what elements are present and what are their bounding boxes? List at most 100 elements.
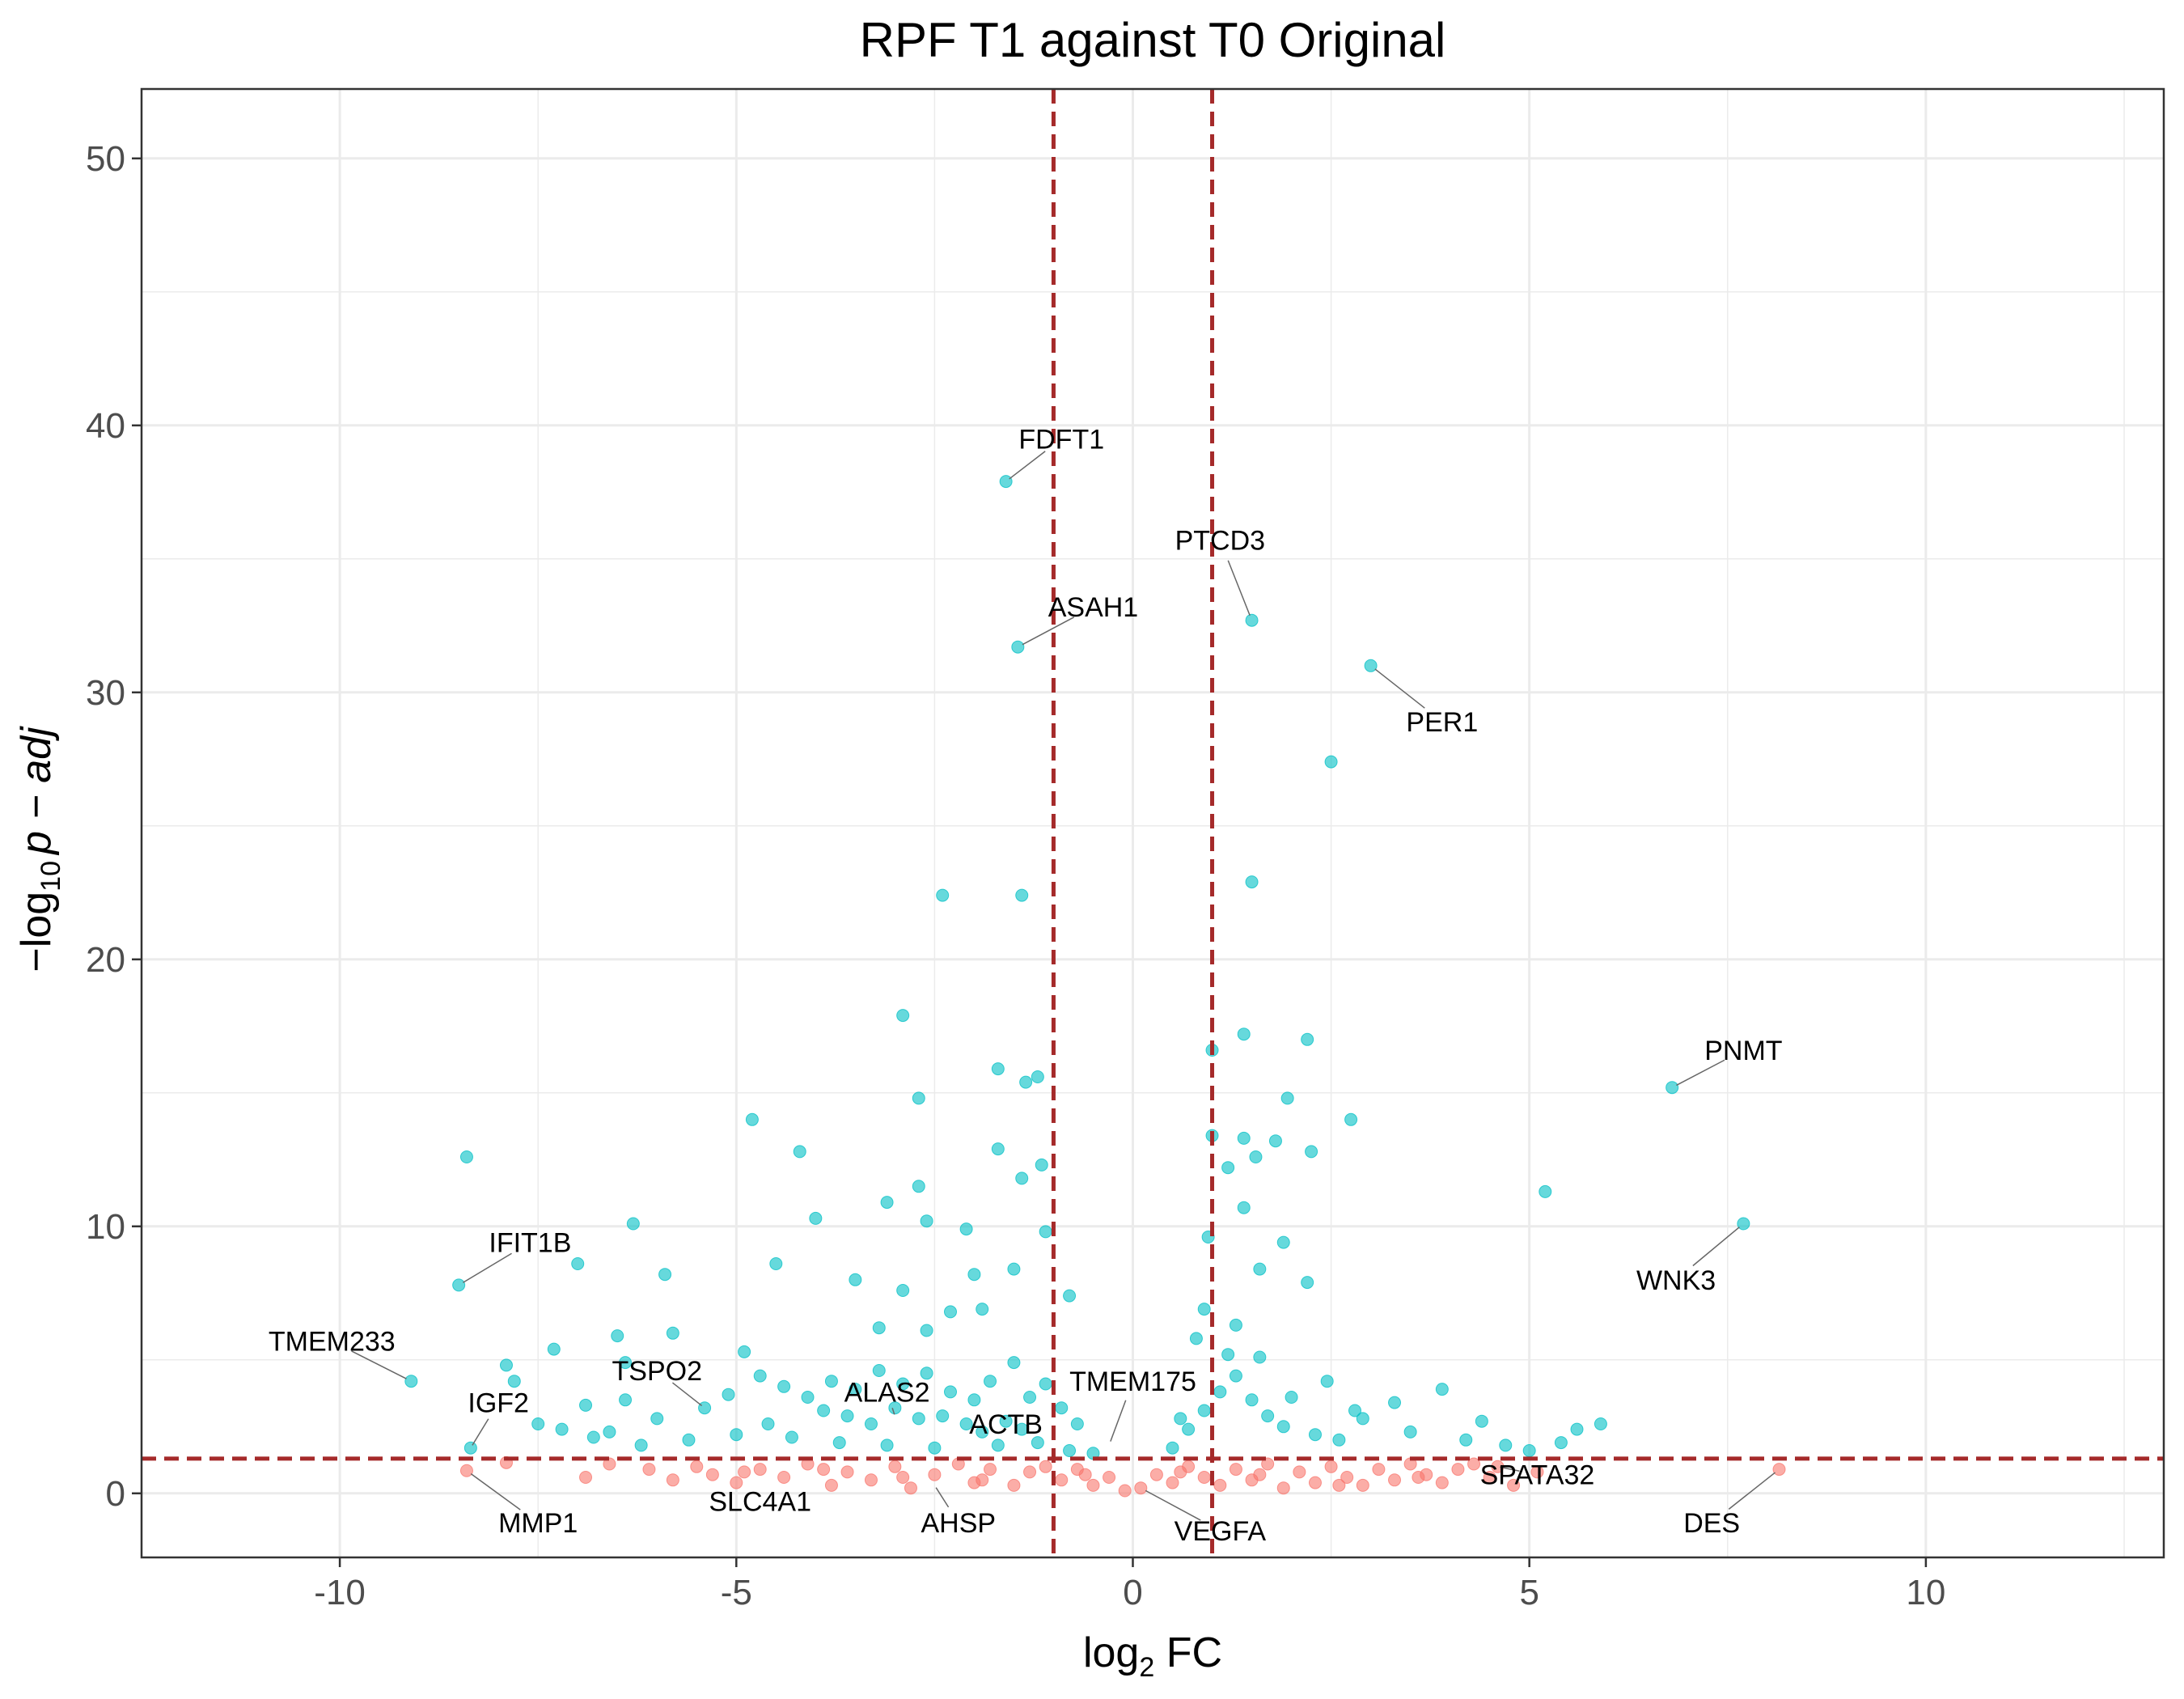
data-point-significant xyxy=(650,1412,664,1426)
data-point-significant xyxy=(920,1214,933,1228)
data-point-not-significant xyxy=(603,1457,616,1471)
data-point-not-significant xyxy=(666,1473,679,1487)
y-tick-label: 30 xyxy=(86,673,125,713)
data-point-significant xyxy=(1221,1348,1235,1362)
data-point-significant xyxy=(547,1342,561,1356)
gene-label-connector xyxy=(472,1418,489,1446)
data-point-significant xyxy=(959,1417,973,1430)
data-point-not-significant xyxy=(1149,1468,1163,1481)
gene-label-ifit1b: IFIT1B xyxy=(489,1228,571,1259)
plot-panel-background xyxy=(142,89,2164,1557)
data-point-significant xyxy=(1035,1158,1048,1172)
data-point-significant xyxy=(698,1401,712,1415)
data-point-not-significant xyxy=(824,1478,838,1492)
data-point-not-significant xyxy=(896,1471,910,1484)
data-point-not-significant xyxy=(1772,1463,1786,1477)
data-point-significant xyxy=(1213,1385,1227,1399)
y-tick-label: 0 xyxy=(106,1474,125,1514)
data-point-not-significant xyxy=(1023,1465,1037,1479)
data-point-significant xyxy=(1229,1369,1242,1383)
data-point-significant xyxy=(1356,1412,1369,1426)
data-point-significant xyxy=(1305,1145,1318,1159)
data-point-significant xyxy=(936,1409,950,1423)
x-tick-label: 10 xyxy=(1906,1573,1945,1612)
data-point-significant xyxy=(603,1425,616,1438)
data-point-significant xyxy=(864,1417,878,1430)
data-point-significant xyxy=(912,1412,925,1426)
data-point-significant xyxy=(920,1366,933,1380)
data-point-not-significant xyxy=(1055,1473,1069,1487)
data-point-significant xyxy=(1166,1441,1179,1455)
gene-label-spata32: SPATA32 xyxy=(1480,1460,1595,1491)
gene-label-pnmt: PNMT xyxy=(1704,1036,1782,1066)
x-tick-label: 5 xyxy=(1519,1573,1539,1612)
data-point-significant xyxy=(1023,1391,1037,1404)
data-point-significant xyxy=(1189,1332,1203,1345)
data-point-significant xyxy=(1007,1262,1021,1276)
threshold-lines xyxy=(142,89,2164,1557)
gene-label-connector xyxy=(671,1382,703,1407)
gene-label-connector xyxy=(1728,1472,1776,1510)
data-point-not-significant xyxy=(579,1471,593,1484)
data-point-not-significant xyxy=(1467,1457,1481,1471)
data-point-significant xyxy=(1031,1070,1044,1083)
data-point-not-significant xyxy=(1483,1471,1496,1484)
data-point-significant xyxy=(619,1356,633,1370)
data-point-significant xyxy=(801,1391,815,1404)
data-point-significant xyxy=(1332,1433,1346,1447)
data-point-not-significant xyxy=(1213,1478,1227,1492)
data-point-significant xyxy=(1197,1303,1211,1316)
data-point-significant xyxy=(611,1329,624,1343)
data-point-significant xyxy=(912,1091,925,1105)
data-point-not-significant xyxy=(864,1473,878,1487)
data-point-significant xyxy=(1737,1217,1750,1231)
data-point-significant xyxy=(896,1284,910,1297)
data-point-not-significant xyxy=(1388,1473,1402,1487)
data-point-significant xyxy=(1245,613,1259,627)
data-point-not-significant xyxy=(730,1476,743,1489)
gene-label-fdft1: FDFT1 xyxy=(1018,424,1104,455)
gene-label-connector xyxy=(935,1487,950,1508)
data-point-significant xyxy=(976,1425,989,1438)
data-point-significant xyxy=(507,1375,521,1388)
y-tick-label: 10 xyxy=(86,1207,125,1247)
gene-label-ahsp: AHSP xyxy=(921,1508,997,1539)
data-point-significant xyxy=(499,1358,513,1372)
x-tick-label: -10 xyxy=(314,1573,366,1612)
data-point-not-significant xyxy=(753,1463,767,1477)
data-point-not-significant xyxy=(904,1481,917,1495)
data-point-significant xyxy=(769,1257,783,1270)
data-point-significant xyxy=(777,1379,791,1393)
data-point-significant xyxy=(1475,1414,1488,1428)
gene-label-connector xyxy=(1500,1466,1520,1472)
data-point-significant xyxy=(1019,1075,1033,1089)
data-point-significant xyxy=(991,1062,1005,1076)
gene-label-igf2: IGF2 xyxy=(468,1388,529,1419)
y-tick-label: 50 xyxy=(86,139,125,179)
data-point-not-significant xyxy=(817,1463,831,1477)
data-point-not-significant xyxy=(1253,1468,1267,1481)
data-point-significant xyxy=(872,1364,886,1377)
data-point-not-significant xyxy=(928,1468,942,1481)
data-point-significant xyxy=(1459,1433,1473,1447)
y-tick-label: 40 xyxy=(86,406,125,446)
data-point-significant xyxy=(1268,1134,1282,1148)
data-point-significant xyxy=(896,1377,910,1391)
data-point-significant xyxy=(912,1180,925,1193)
data-point-significant xyxy=(1522,1444,1536,1457)
data-point-not-significant xyxy=(1007,1478,1021,1492)
data-point-significant xyxy=(967,1268,981,1282)
data-point-not-significant xyxy=(1340,1471,1354,1484)
gene-label-connector xyxy=(891,1408,895,1415)
gene-label-mmp1: MMP1 xyxy=(498,1508,578,1539)
data-point-significant xyxy=(888,1401,902,1415)
data-point-significant xyxy=(840,1409,854,1423)
data-point-significant xyxy=(1253,1262,1267,1276)
data-point-significant xyxy=(1499,1438,1513,1452)
gene-labels: FDFT1 PTCD3 ASAH1 PER1 PNMT WNK3 IFIT1B TMEM233… xyxy=(269,424,1783,1547)
gene-label-actb: ACTB xyxy=(969,1409,1043,1440)
data-point-significant xyxy=(936,888,950,902)
data-point-significant xyxy=(849,1273,862,1286)
gene-label-des: DES xyxy=(1683,1508,1740,1539)
data-point-significant xyxy=(1221,1161,1235,1175)
